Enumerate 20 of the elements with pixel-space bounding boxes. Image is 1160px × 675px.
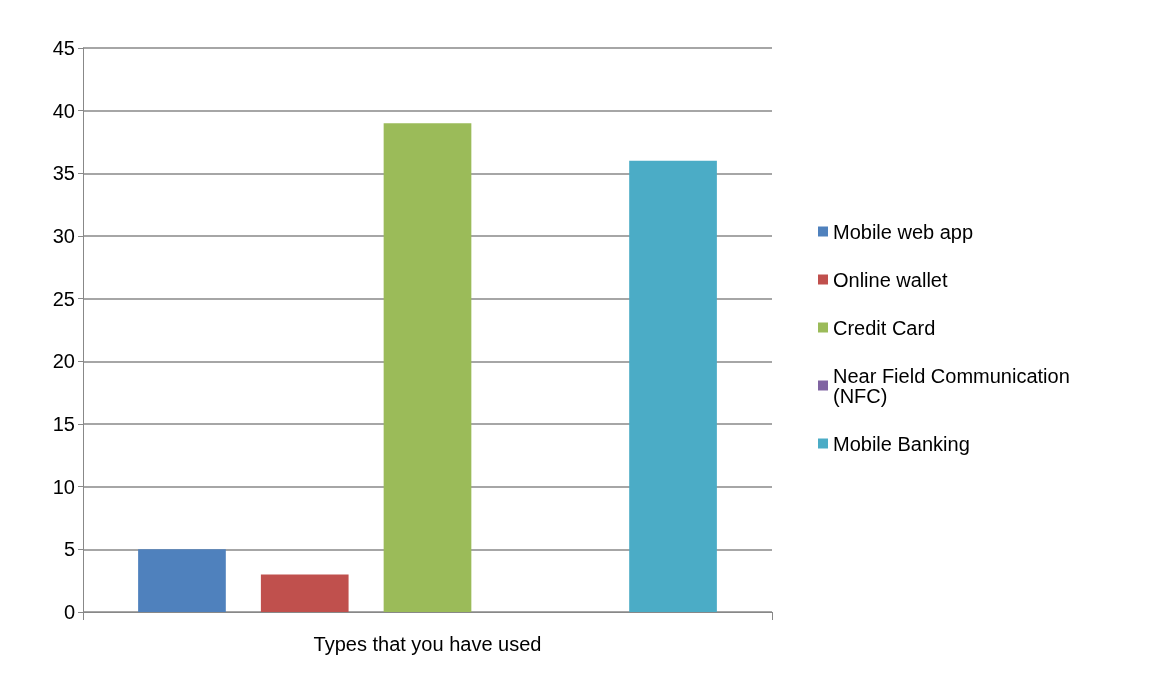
legend-label: Near Field Communication (NFC) xyxy=(833,364,1076,407)
bar xyxy=(629,160,717,612)
bar xyxy=(383,123,472,612)
y-tick-label: 20 xyxy=(52,350,75,373)
legend-label: Mobile web app xyxy=(833,220,974,243)
y-tick-label: 10 xyxy=(52,475,75,498)
y-tick-label: 45 xyxy=(52,37,75,59)
legend-label: Mobile Banking xyxy=(833,432,970,455)
y-tick-label: 15 xyxy=(52,413,75,435)
bar xyxy=(260,574,349,612)
y-tick-label: 5 xyxy=(63,538,75,561)
y-tick-label: 25 xyxy=(52,287,75,310)
legend-label: Credit Card xyxy=(833,316,936,339)
bar xyxy=(138,549,226,612)
y-tick-label: 0 xyxy=(63,601,75,623)
x-tick-label: Types that you have used xyxy=(313,633,542,655)
legend-label: Online wallet xyxy=(833,268,948,291)
y-tick-label: 35 xyxy=(52,162,75,185)
y-tick-label: 30 xyxy=(52,225,75,247)
y-tick-label: 40 xyxy=(52,99,75,122)
